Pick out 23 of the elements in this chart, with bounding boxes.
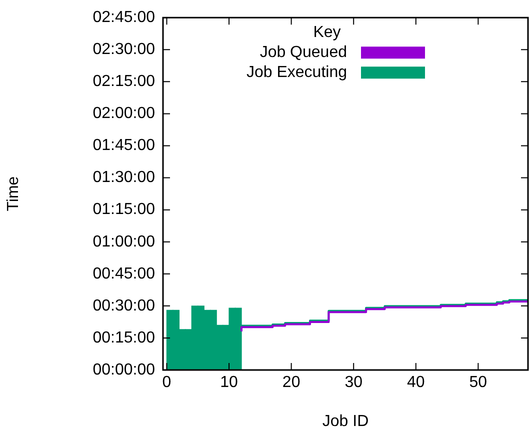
y-tick-label: 02:15:00 <box>92 73 156 90</box>
y-tick-label: 02:45:00 <box>92 9 156 26</box>
y-tick-label: 02:30:00 <box>92 41 156 58</box>
x-tick-label: 10 <box>220 374 238 392</box>
y-tick-label: 00:15:00 <box>92 329 156 346</box>
x-tick-label: 20 <box>282 374 300 392</box>
y-axis-title: Time <box>5 176 22 212</box>
x-tick-label: 0 <box>162 374 172 392</box>
y-tick-label: 01:45:00 <box>92 137 156 154</box>
legend-label: Job Queued <box>260 44 347 62</box>
legend-label: Job Executing <box>246 64 347 82</box>
y-tick-label: 02:00:00 <box>92 105 156 122</box>
y-tick-label: 01:00:00 <box>92 233 156 250</box>
y-tick-label: 00:30:00 <box>92 297 156 314</box>
x-tick-label: 30 <box>344 374 363 392</box>
y-tick-label: 01:30:00 <box>92 169 156 186</box>
y-tick-label: 00:45:00 <box>92 265 156 282</box>
x-tick-label: 50 <box>469 374 488 392</box>
legend-title: Key <box>313 24 341 42</box>
y-tick-label: 00:00:00 <box>92 361 156 378</box>
x-axis-title: Job ID <box>322 412 369 430</box>
x-tick-label: 40 <box>406 374 425 392</box>
y-tick-label: 01:15:00 <box>92 201 156 218</box>
